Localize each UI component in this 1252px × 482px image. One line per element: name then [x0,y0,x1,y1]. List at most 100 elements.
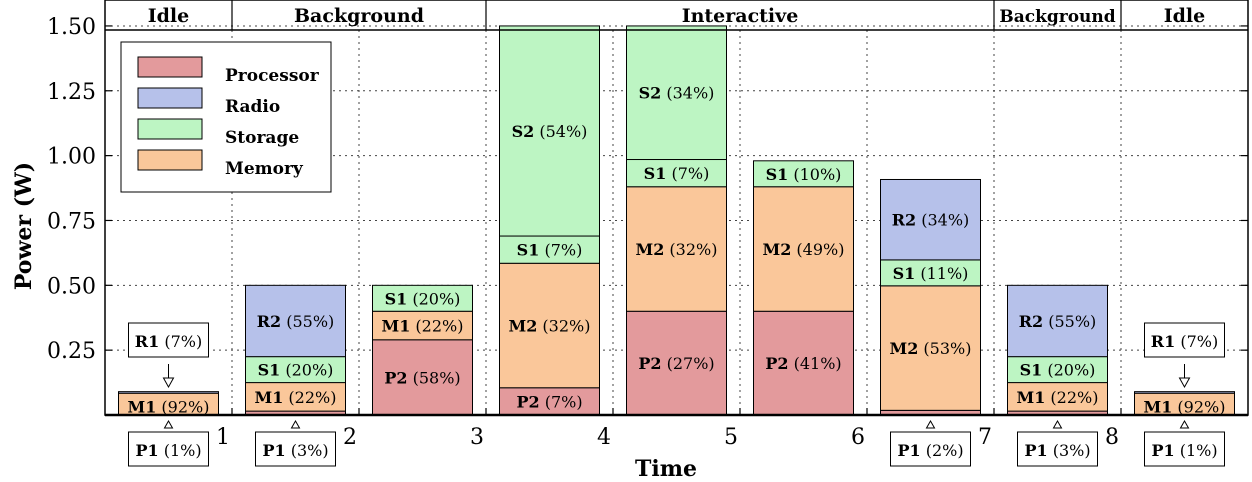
x-tick-label: 1 [216,425,230,450]
segment-label-pct: (7%) [540,392,583,411]
y-tick-label: 1.50 [47,15,96,40]
callout-label-id: R1 [1151,332,1175,351]
callout-box [128,431,209,467]
segment-label-pct: (34%) [916,211,969,230]
segment-label-pct: (53%) [918,339,971,358]
bar-3-processor-segment [372,339,473,416]
bar-1-radio-segment [118,391,219,394]
segment-label: S1 (20%) [385,289,461,308]
phase-label: Background [999,7,1115,27]
callout-label-id: P1 [1024,441,1047,460]
bar-3-memory-segment [372,310,473,341]
segment-label-id: S1 [517,241,540,260]
callout-label-id: P1 [1151,441,1174,460]
segment-label-id: S1 [1020,361,1043,380]
bar-4-storage-segment [499,25,600,237]
segment-label-pct: (22%) [410,317,463,336]
segment-label-pct: (11%) [915,264,968,283]
bar-7-memory-segment [880,285,981,411]
callout-label-id: P1 [262,441,285,460]
segment-label-id: R2 [892,211,916,230]
bar-9-radio-segment [1134,391,1235,394]
segment-label-id: S2 [512,122,535,141]
bar-5-memory-segment [626,186,727,312]
segment-label-id: P2 [516,392,539,411]
segment-label-pct: (92%) [156,398,209,417]
callout-box [1144,431,1225,467]
y-tick-label: 0.50 [47,274,96,299]
segment-label-pct: (34%) [661,84,714,103]
segment-label-id: S1 [893,264,916,283]
segment-label: R2 (55%) [1019,312,1097,331]
segment-label-id: S2 [639,84,662,103]
callout-box [890,431,971,467]
segment-label-pct: (20%) [1042,361,1095,380]
segment-label-id: S1 [258,361,281,380]
segment-label: M1 (92%) [1144,398,1226,417]
callout-label-pct: (1%) [1175,441,1218,460]
segment-label: S1 (7%) [644,164,710,183]
callout-arrow [1052,419,1063,429]
segment-label-id: P2 [384,368,407,387]
segment-label-id: M2 [509,317,538,336]
axes: 0.25 0.50 0.75 1.00 1.25 1.50 1 2 3 4 5 6 7 8 [47,0,1249,450]
segment-label-pct: (22%) [283,388,336,407]
segment-label-id: M2 [636,240,665,259]
callout-label-id: P1 [135,441,158,460]
x-tick-label: 5 [724,425,738,450]
segment-label: M2 (32%) [509,317,591,336]
callout-label-id: R1 [135,332,159,351]
x-tick-label: 3 [470,425,484,450]
segment-label-pct: (55%) [281,312,334,331]
bar-8-radio-segment [1007,284,1108,358]
callout-arrow [925,419,936,429]
segment-label: S1 (20%) [1020,361,1096,380]
segment-labels: M1 (92%)M1 (22%)S1 (20%)R2 (55%)P2 (58%)… [128,84,1226,417]
legend-label-storage: Storage [225,128,299,148]
bar-2-storage-segment [245,356,346,384]
segment-label-pct: (27%) [662,354,715,373]
legend-label-memory: Memory [225,159,304,179]
bar-4-storage-segment [499,235,600,264]
callout-label: P1 (3%) [1024,441,1090,460]
segment-label: M1 (22%) [1017,388,1099,407]
bar-8-memory-segment [1007,382,1108,412]
segment-label: M2 (49%) [763,240,845,259]
segment-label-id: M1 [382,317,411,336]
callout-label-pct: (3%) [286,441,329,460]
segment-label-pct: (92%) [1172,398,1225,417]
segment-label: S1 (11%) [893,264,969,283]
callout-box [1017,431,1098,467]
y-tick-label: 1.25 [47,80,96,105]
callout-label-pct: (1%) [159,441,202,460]
x-tick-label: 8 [1105,425,1119,450]
segment-label: M2 (53%) [890,339,972,358]
phase-label: Idle [148,5,189,27]
segment-label: M2 (32%) [636,240,718,259]
segment-label-pct: (54%) [534,122,587,141]
segment-label: P2 (27%) [638,354,714,373]
legend-swatch-storage [137,118,203,140]
callout-label: R1 (7%) [135,332,202,351]
bar-2-radio-segment [245,284,346,358]
segment-label-pct: (7%) [539,241,582,260]
segment-label-id: P2 [765,354,788,373]
segment-label-id: M1 [128,398,157,417]
segment-label-pct: (20%) [407,289,460,308]
segment-label-pct: (41%) [789,354,842,373]
y-axis-label: Power (W) [11,162,37,290]
callout-label-pct: (2%) [921,441,964,460]
segment-label: P2 (58%) [384,368,460,387]
legend-swatch-processor [137,56,203,78]
callout-label: P1 (2%) [897,441,963,460]
callout-arrow [163,419,174,429]
segment-label-pct: (58%) [408,368,461,387]
callout-arrow [1179,419,1190,429]
segment-label-pct: (22%) [1045,388,1098,407]
segment-label-pct: (55%) [1043,312,1096,331]
legend-label-radio: Radio [225,97,280,117]
segment-label-pct: (32%) [664,240,717,259]
callout-label-pct: (7%) [159,332,202,351]
segment-label-pct: (10%) [788,165,841,184]
segment-label-id: S1 [644,164,667,183]
